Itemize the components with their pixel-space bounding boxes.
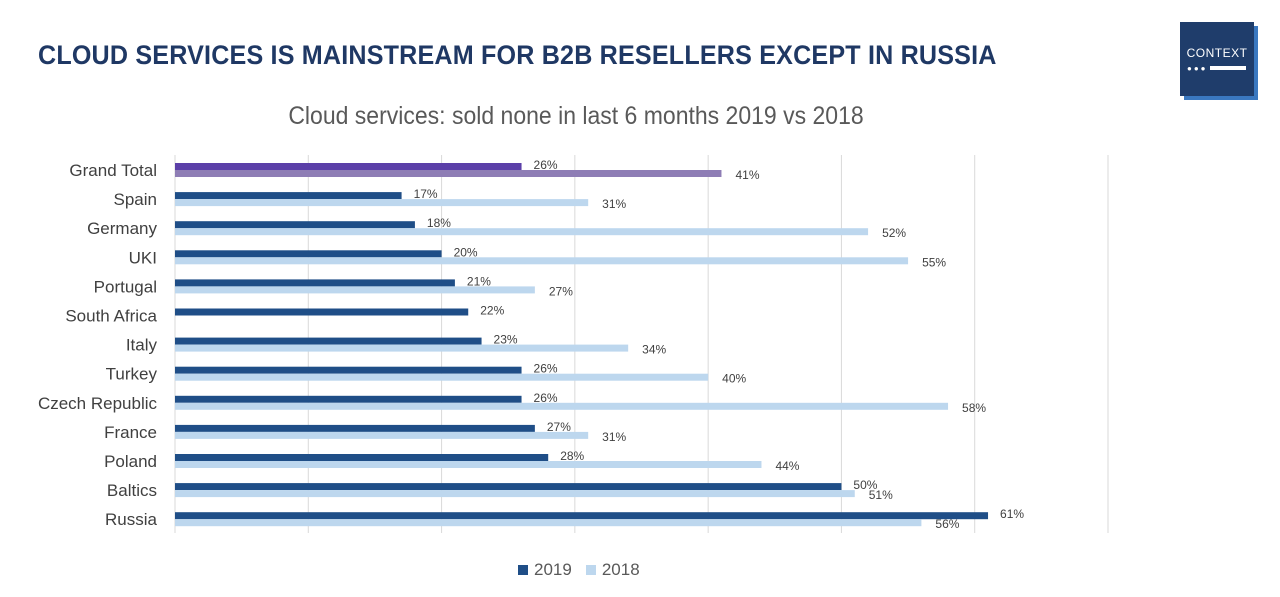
bar-2018 (175, 170, 722, 177)
data-label-2019: 26% (534, 158, 558, 172)
bar-2019 (175, 192, 402, 200)
category-label: France (104, 423, 157, 442)
data-label-2018: 31% (602, 430, 626, 444)
bar-2018 (175, 228, 869, 236)
category-label: Czech Republic (38, 394, 158, 413)
bar-2018 (175, 373, 709, 381)
category-label: UKI (129, 248, 157, 267)
data-label-2018: 27% (549, 284, 573, 298)
legend-swatch (585, 565, 596, 575)
data-label-2018: 41% (735, 168, 759, 182)
legend-label: 2019 (534, 560, 572, 579)
bar-2019 (175, 279, 455, 287)
data-label-2019: 26% (534, 362, 558, 376)
data-label-2019: 50% (853, 478, 877, 492)
category-label: Baltics (107, 481, 157, 500)
data-label-2019: 20% (454, 245, 478, 259)
data-label-2018: 40% (722, 372, 746, 386)
bar-2019 (175, 221, 415, 229)
data-label-2018: 31% (602, 197, 626, 211)
bar-2018 (175, 199, 589, 207)
category-label: Germany (87, 219, 157, 238)
legend-label: 2018 (601, 560, 640, 579)
bar-2019 (175, 512, 989, 520)
logo-text: CONTEXT (1186, 46, 1248, 60)
bar-2019 (175, 454, 549, 461)
bar-2018 (175, 461, 762, 468)
bar-2019 (175, 163, 522, 170)
data-label-2019: 61% (1000, 507, 1024, 521)
legend-swatch (518, 565, 528, 575)
data-label-2019: 17% (414, 187, 438, 201)
data-label-2019: 23% (494, 333, 518, 347)
bar-2019 (175, 308, 469, 316)
category-label: Italy (126, 336, 158, 355)
bar-2018 (175, 344, 629, 352)
category-label: Spain (114, 190, 157, 209)
category-label: Russia (105, 510, 158, 529)
legend: 2019 2018 (518, 560, 640, 580)
category-label: Grand Total (69, 161, 157, 180)
bar-2018 (175, 257, 909, 265)
category-label: Poland (104, 452, 157, 471)
logo-dots: ●●● (1187, 64, 1208, 73)
bar-2019 (175, 250, 442, 258)
legend-item-2018: 2018 (585, 560, 640, 580)
data-label-2019: 21% (467, 274, 491, 288)
data-label-2018: 58% (962, 401, 986, 415)
legend-item-2019: 2019 (518, 560, 572, 580)
page-title: CLOUD SERVICES IS MAINSTREAM FOR B2B RES… (38, 40, 997, 70)
bar-2018 (175, 402, 949, 410)
data-label-2018: 34% (642, 343, 666, 357)
bar-2019 (175, 395, 522, 403)
data-label-2019: 27% (547, 420, 571, 434)
data-label-2019: 22% (480, 304, 504, 318)
data-label-2019: 26% (534, 391, 558, 405)
bar-2018 (175, 519, 922, 527)
data-label-2019: 28% (560, 449, 584, 463)
bar-2018 (175, 490, 855, 498)
bar-2019 (175, 483, 842, 491)
data-label-2018: 44% (775, 459, 799, 473)
category-label: South Africa (65, 307, 157, 326)
data-label-2019: 18% (427, 216, 451, 230)
data-label-2018: 52% (882, 226, 906, 240)
logo-bar (1210, 66, 1246, 70)
data-label-2018: 51% (869, 488, 893, 502)
data-label-2018: 56% (935, 517, 959, 531)
bar-2018 (175, 431, 589, 439)
category-label: Portugal (94, 277, 157, 296)
bar-2019 (175, 366, 522, 374)
bar-2018 (175, 286, 535, 294)
chart-title: Cloud services: sold none in last 6 mont… (288, 102, 864, 130)
data-label-2018: 55% (922, 255, 946, 269)
bar-2019 (175, 337, 482, 345)
category-label: Turkey (106, 365, 158, 384)
bar-2019 (175, 424, 535, 432)
context-logo: CONTEXT ●●● (1180, 22, 1254, 96)
